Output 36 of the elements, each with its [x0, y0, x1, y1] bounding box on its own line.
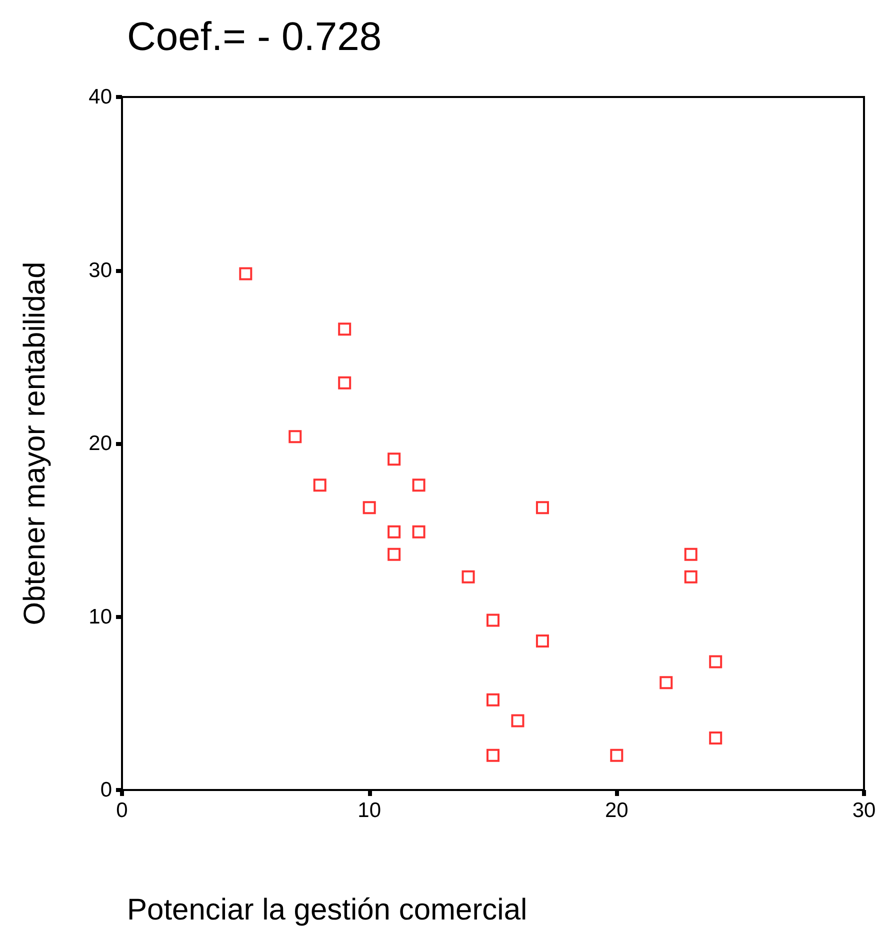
point: [362, 501, 376, 514]
y-tick-label: 30: [88, 258, 112, 282]
y-tick-label: 0: [100, 778, 112, 802]
point: [486, 748, 500, 762]
point: [288, 430, 302, 444]
point: [338, 322, 352, 336]
point: [709, 732, 722, 745]
x-tick-label: 30: [852, 799, 876, 822]
point: [610, 748, 624, 762]
point: [660, 676, 673, 690]
point: [338, 376, 352, 390]
x-tick-label: 0: [116, 799, 128, 822]
point: [388, 452, 401, 466]
y-tick-label: 40: [88, 86, 112, 108]
x-tick-label: 10: [358, 799, 382, 822]
point: [388, 548, 401, 561]
y-tick-label: 10: [88, 605, 112, 628]
point: [239, 267, 252, 280]
x-tick-label: 20: [604, 799, 628, 822]
point: [486, 693, 500, 706]
point: [684, 548, 698, 561]
chart-title: Coef.= - 0.728: [127, 15, 382, 59]
point: [313, 478, 326, 492]
y-tick-label: 20: [88, 432, 112, 455]
point: [536, 501, 549, 514]
point: [412, 478, 426, 492]
point: [486, 614, 500, 627]
point: [412, 525, 426, 538]
point: [684, 570, 698, 584]
x-axis-title: Potenciar la gestión comercial: [127, 894, 528, 926]
point: [536, 634, 549, 648]
point: [388, 525, 401, 538]
point: [511, 714, 524, 728]
point: [462, 570, 475, 584]
point: [709, 655, 722, 668]
y-axis-title: Obtener mayor rentabilidad: [18, 262, 52, 626]
